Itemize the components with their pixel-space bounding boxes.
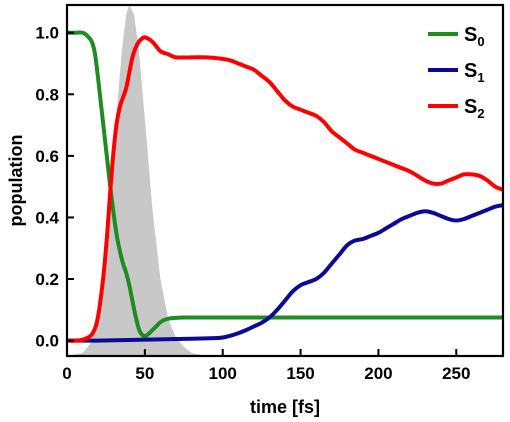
ticks-layer: 0 50 100 150 200 250 0.0 0.2 0.4 0.6 0.8 1.0 bbox=[35, 24, 470, 383]
y-tick-label: 0.4 bbox=[35, 208, 59, 227]
y-tick-label: 0.2 bbox=[35, 270, 59, 289]
x-tick-label: 100 bbox=[209, 364, 237, 383]
series-line-s1 bbox=[67, 203, 503, 343]
x-tick-label: 250 bbox=[442, 364, 470, 383]
y-tick-label: 0.0 bbox=[35, 332, 59, 351]
x-tick-label: 150 bbox=[286, 364, 314, 383]
plot-frame bbox=[65, 3, 505, 358]
y-axis-label: population bbox=[6, 135, 26, 227]
legend-label-s1: S1 bbox=[464, 60, 485, 85]
x-tick-label: 200 bbox=[364, 364, 392, 383]
legend-label-s0: S0 bbox=[464, 24, 485, 49]
x-tick-label: 0 bbox=[62, 364, 71, 383]
pump-pulse-area bbox=[67, 5, 503, 356]
legend: S0 S1 S2 bbox=[428, 24, 485, 121]
series-layer bbox=[67, 30, 503, 343]
y-tick-label: 1.0 bbox=[35, 24, 59, 43]
y-tick-label: 0.8 bbox=[35, 85, 59, 104]
legend-label-s2: S2 bbox=[464, 96, 485, 121]
x-axis-label: time [fs] bbox=[250, 397, 320, 417]
series-line-s2 bbox=[67, 35, 503, 343]
series-line-s0 bbox=[67, 30, 503, 338]
x-tick-label: 50 bbox=[135, 364, 154, 383]
pump-pulse-layer bbox=[67, 5, 503, 356]
y-tick-label: 0.6 bbox=[35, 147, 59, 166]
